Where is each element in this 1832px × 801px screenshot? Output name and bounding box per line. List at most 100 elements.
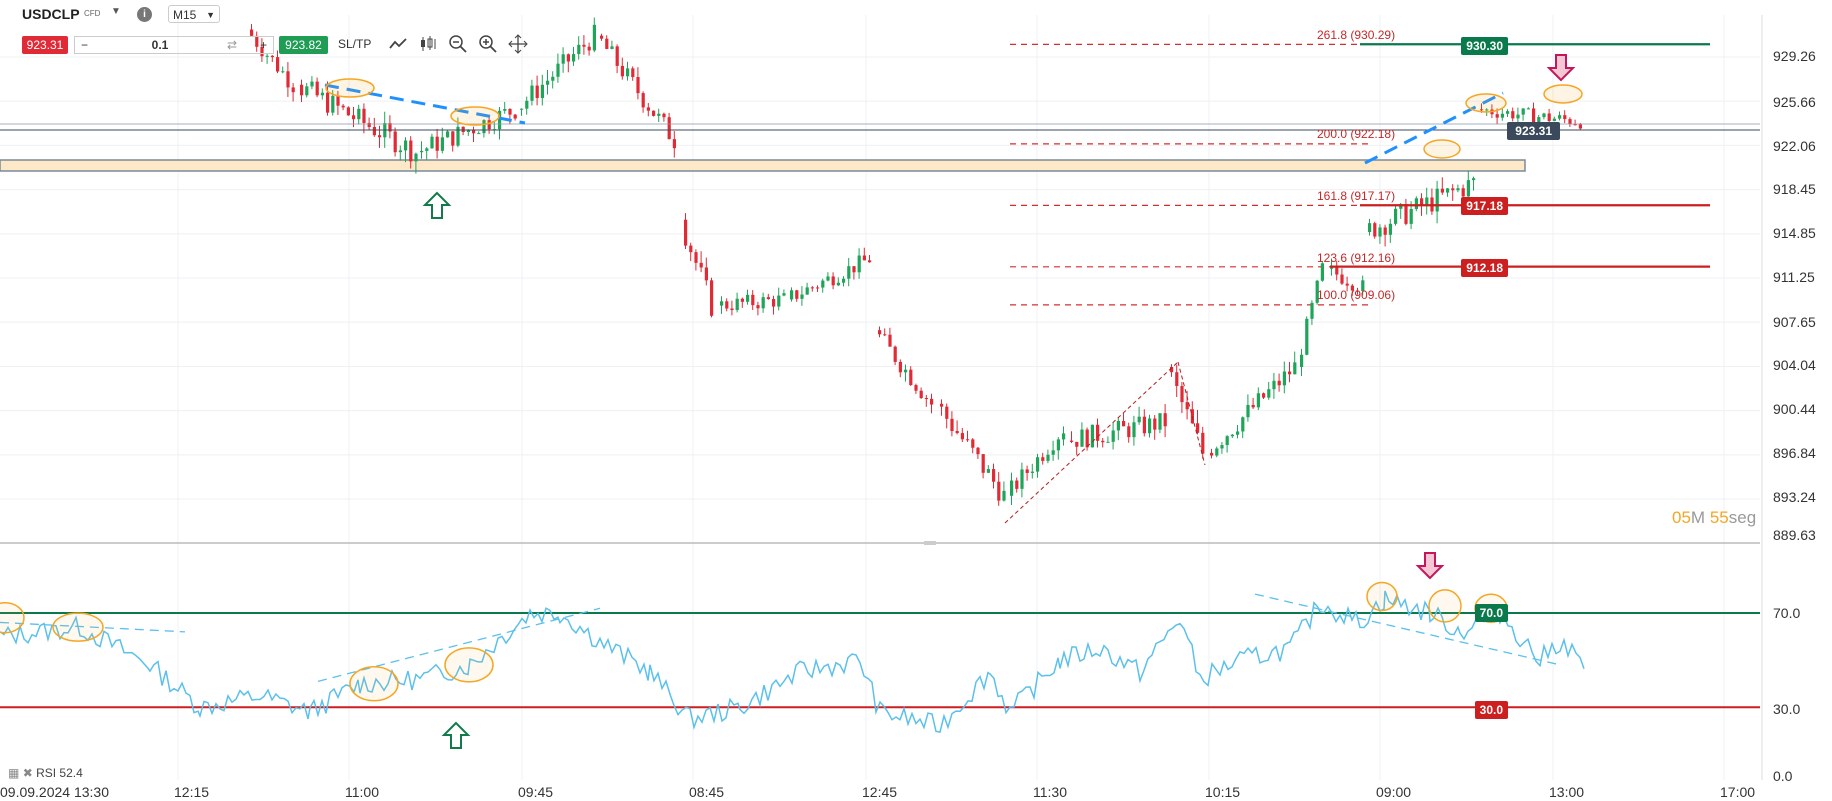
candle-body bbox=[1075, 441, 1079, 447]
candle-body bbox=[346, 107, 350, 116]
candle-body bbox=[520, 108, 524, 110]
candle-body bbox=[1516, 114, 1520, 119]
sell-button[interactable]: 923.31 bbox=[22, 36, 68, 54]
candle-body bbox=[477, 133, 481, 135]
up-arrow-icon bbox=[422, 191, 452, 219]
candle-body bbox=[1241, 417, 1245, 432]
quantity-stepper[interactable]: − 0.1 ⇄ + bbox=[74, 36, 274, 54]
candle-body bbox=[777, 295, 781, 307]
candle-body bbox=[1409, 209, 1413, 224]
sltp-button[interactable]: SL/TP bbox=[338, 37, 372, 51]
candle-body bbox=[1267, 389, 1271, 398]
level-tag-930[interactable]: 930.30 bbox=[1461, 37, 1508, 55]
swap-icon[interactable]: ⇄ bbox=[227, 38, 238, 52]
candle-body bbox=[513, 114, 517, 119]
timer-seconds: 55 bbox=[1709, 508, 1729, 527]
candle-body bbox=[1573, 124, 1577, 126]
candle-body bbox=[898, 361, 902, 373]
candle-body bbox=[610, 46, 614, 49]
candle-body bbox=[440, 137, 444, 151]
candle-body bbox=[1526, 108, 1530, 110]
level-tag-912[interactable]: 912.18 bbox=[1461, 259, 1508, 277]
candle-body bbox=[600, 35, 604, 39]
candle-body bbox=[782, 293, 786, 296]
zoom-in-icon[interactable] bbox=[478, 34, 498, 54]
candle-body bbox=[751, 294, 755, 306]
candle-body bbox=[1163, 413, 1167, 427]
candle-body bbox=[740, 298, 744, 302]
close-icon[interactable]: ✖ bbox=[22, 766, 33, 780]
crosshair-icon[interactable] bbox=[508, 34, 528, 54]
candle-body bbox=[746, 294, 750, 302]
candle-body bbox=[1558, 115, 1562, 119]
candle-body bbox=[388, 123, 392, 132]
candle-body bbox=[868, 260, 872, 263]
candle-body bbox=[430, 136, 434, 149]
candle-body bbox=[326, 92, 330, 113]
rsi-overbought-tag[interactable]: 70.0 bbox=[1474, 604, 1508, 622]
time-tick: 11:00 bbox=[345, 784, 379, 800]
time-tick: 10:15 bbox=[1205, 784, 1241, 800]
candle-body bbox=[1532, 108, 1536, 124]
candle-body bbox=[1262, 393, 1266, 398]
horizontal-levels bbox=[0, 43, 1760, 268]
timeframe-select[interactable]: M15 ▼ bbox=[168, 5, 220, 23]
candle-body bbox=[561, 54, 565, 64]
candle-body bbox=[1015, 480, 1019, 489]
increase-button[interactable]: + bbox=[259, 38, 267, 52]
candle-body bbox=[1315, 280, 1319, 303]
candle-body bbox=[842, 278, 846, 283]
candle-body bbox=[487, 120, 491, 130]
line-chart-icon[interactable] bbox=[388, 34, 408, 54]
rsi-legend[interactable]: ▦ ✖ RSI 52.4 bbox=[8, 766, 83, 780]
candle-body bbox=[689, 245, 693, 253]
panel-resize-handle bbox=[924, 541, 936, 545]
symbol-name[interactable]: USDCLP bbox=[22, 6, 80, 22]
candle-body bbox=[409, 140, 413, 162]
candle-body bbox=[414, 153, 418, 162]
candle-body bbox=[482, 120, 486, 134]
candle-body bbox=[1456, 188, 1460, 191]
fib-label-161: 161.8 (917.17) bbox=[1317, 189, 1396, 203]
price-tick: 918.45 bbox=[1773, 181, 1816, 197]
candle-body bbox=[1175, 372, 1179, 387]
candle-body bbox=[620, 65, 624, 77]
price-tick: 900.44 bbox=[1773, 401, 1816, 417]
candle-body bbox=[320, 92, 324, 96]
info-icon[interactable]: i bbox=[137, 7, 152, 22]
candle-body bbox=[1350, 285, 1354, 291]
quantity-input[interactable]: 0.1 bbox=[151, 38, 169, 52]
rsi-highlight-ellipse bbox=[52, 612, 104, 642]
candle-body bbox=[1185, 402, 1189, 410]
candle-body bbox=[821, 280, 825, 288]
price-tick: 889.63 bbox=[1773, 527, 1816, 543]
candle-body bbox=[960, 433, 964, 440]
candles-icon[interactable] bbox=[418, 34, 438, 54]
candle-body bbox=[735, 298, 739, 311]
fib-label-200: 200.0 (922.18) bbox=[1317, 127, 1396, 141]
symbol-dropdown-icon[interactable]: ▼ bbox=[111, 6, 121, 17]
candle-body bbox=[508, 109, 512, 115]
candle-body bbox=[1568, 119, 1572, 125]
rsi-oversold-tag[interactable]: 30.0 bbox=[1474, 701, 1508, 719]
chevron-down-icon: ▼ bbox=[206, 10, 215, 20]
trend-projection bbox=[1177, 361, 1206, 466]
rsi-highlight-ellipse bbox=[1366, 581, 1398, 612]
buy-button[interactable]: 923.82 bbox=[279, 36, 328, 54]
candle-body bbox=[1495, 114, 1499, 118]
candle-body bbox=[615, 46, 619, 66]
settings-icon[interactable]: ▦ bbox=[8, 766, 20, 780]
candle-body bbox=[992, 469, 996, 482]
rsi-trendline bbox=[1254, 593, 1561, 666]
candle-body bbox=[270, 55, 274, 58]
candle-body bbox=[1320, 263, 1324, 281]
candle-body bbox=[1466, 180, 1470, 197]
candle-body bbox=[1148, 418, 1152, 434]
candle-body bbox=[857, 255, 861, 273]
zoom-out-icon[interactable] bbox=[448, 34, 468, 54]
candle-body bbox=[367, 122, 371, 128]
candle-body bbox=[1272, 380, 1276, 390]
level-tag-917[interactable]: 917.18 bbox=[1461, 197, 1508, 215]
decrease-button[interactable]: − bbox=[81, 38, 89, 52]
